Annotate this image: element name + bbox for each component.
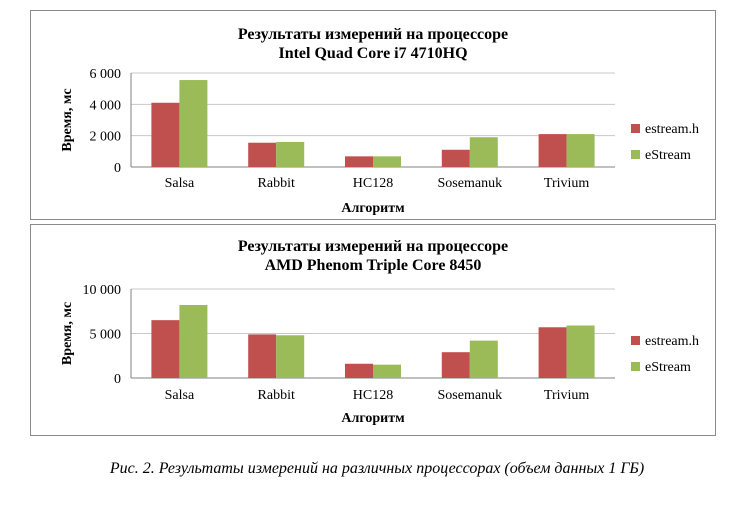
bar-estream-hc128 bbox=[373, 364, 401, 378]
chart-title-line1: Результаты измерений на процессоре bbox=[237, 238, 509, 255]
x-axis-label: Алгоритм bbox=[341, 411, 405, 426]
legend-swatch bbox=[631, 336, 640, 345]
x-tick-label: HC128 bbox=[353, 176, 393, 191]
x-tick-label: Rabbit bbox=[258, 388, 295, 403]
y-axis-label: Время, мс bbox=[60, 88, 75, 151]
bar-estream-rabbit bbox=[276, 335, 305, 378]
legend-swatch bbox=[631, 124, 640, 133]
y-tick-label: 0 bbox=[114, 372, 121, 387]
chart-panel-amd: Результаты измерений на процессоре AMD P… bbox=[30, 224, 716, 436]
chart-title: Результаты измерений на процессоре Intel… bbox=[31, 25, 715, 63]
bar-estream-rabbit bbox=[276, 141, 305, 167]
y-tick-label: 2 000 bbox=[90, 130, 122, 145]
bar-estream-hc128 bbox=[373, 156, 401, 167]
bar-chart-amd: 0 5 000 10 000 Salsa Rabbit HC128 Sosemanuk Tri… bbox=[60, 283, 699, 426]
bar-estream-trivium bbox=[566, 134, 595, 167]
bar-estream-trivium bbox=[566, 325, 595, 378]
x-tick-label: Salsa bbox=[165, 176, 195, 191]
chart-panel-intel: Результаты измерений на процессоре Intel… bbox=[30, 10, 716, 220]
legend-swatch bbox=[631, 150, 640, 159]
bar-estream-h-hc128 bbox=[345, 363, 373, 378]
chart-title-line2: Intel Quad Core i7 4710HQ bbox=[278, 45, 468, 62]
x-axis-label: Алгоритм bbox=[341, 201, 405, 216]
x-tick-label: Sosemanuk bbox=[438, 388, 503, 403]
bar-estream-salsa bbox=[179, 80, 208, 167]
x-tick-label: HC128 bbox=[353, 388, 393, 403]
x-tick-label: Rabbit bbox=[258, 176, 295, 191]
bar-estream-h-rabbit bbox=[248, 142, 277, 167]
y-tick-label: 10 000 bbox=[83, 283, 122, 298]
legend-entry: eStream bbox=[645, 360, 691, 375]
chart-title-line1: Результаты измерений на процессоре bbox=[237, 26, 509, 43]
bar-estream-h-hc128 bbox=[345, 156, 373, 167]
bar-estream-h-rabbit bbox=[248, 334, 277, 378]
x-tick-label: Trivium bbox=[544, 176, 590, 191]
x-tick-label: Sosemanuk bbox=[438, 176, 503, 191]
legend-entry: estream.h bbox=[645, 334, 699, 349]
bar-estream-h-salsa bbox=[151, 102, 180, 167]
x-tick-label: Salsa bbox=[165, 388, 195, 403]
bar-estream-sosemanuk bbox=[469, 340, 498, 378]
bar-estream-h-trivium bbox=[538, 327, 567, 378]
legend-entry: eStream bbox=[645, 148, 691, 163]
bar-estream-salsa bbox=[179, 305, 208, 378]
x-tick-label: Trivium bbox=[544, 388, 590, 403]
bar-estream-h-trivium bbox=[538, 134, 567, 167]
bar-estream-h-salsa bbox=[151, 320, 180, 378]
chart-title-line2: AMD Phenom Triple Core 8450 bbox=[264, 257, 482, 274]
bar-estream-sosemanuk bbox=[469, 137, 498, 167]
legend-entry: estream.h bbox=[645, 122, 699, 137]
y-tick-label: 0 bbox=[114, 161, 121, 176]
figure-caption: Рис. 2. Результаты измерений на различны… bbox=[109, 460, 645, 477]
y-tick-label: 4 000 bbox=[90, 98, 122, 113]
y-tick-label: 5 000 bbox=[90, 328, 122, 343]
y-axis-label: Время, мс bbox=[60, 302, 75, 365]
bar-estream-h-sosemanuk bbox=[441, 149, 470, 167]
bar-chart-intel: 0 2 000 4 000 6 000 Salsa Rabbit HC128 Sosemanu… bbox=[60, 67, 699, 216]
legend-swatch bbox=[631, 362, 640, 371]
bar-estream-h-sosemanuk bbox=[441, 352, 470, 378]
chart-title: Результаты измерений на процессоре AMD P… bbox=[31, 237, 715, 275]
y-tick-label: 6 000 bbox=[90, 67, 122, 82]
